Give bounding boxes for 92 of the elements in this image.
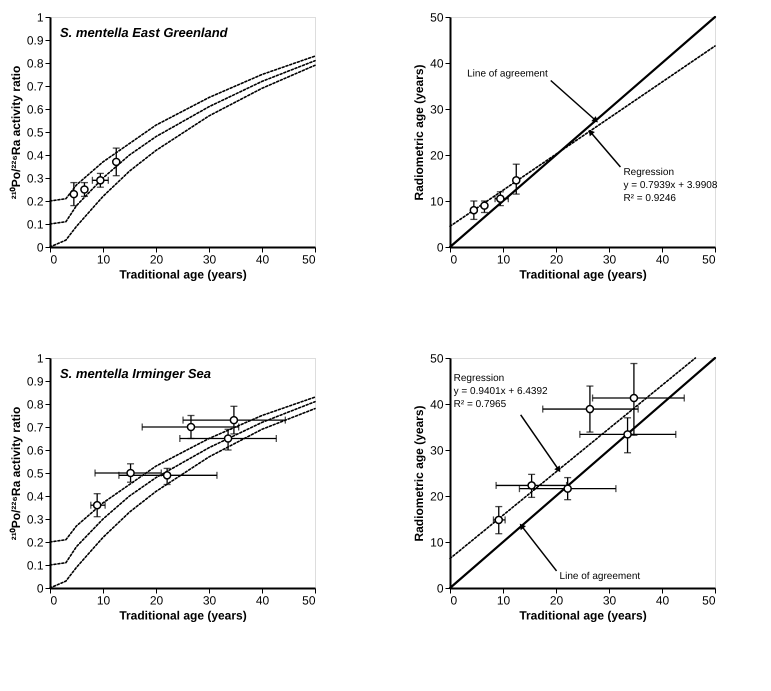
y-tick-label: 0.6 <box>26 102 44 116</box>
y-tick-label: 20 <box>430 148 444 162</box>
x-tick-label: 10 <box>496 594 510 608</box>
y-tick-label: 0.7 <box>26 420 44 434</box>
y-tick-label: 0.1 <box>26 218 44 232</box>
x-tick-label: 40 <box>256 252 270 266</box>
y-axis-title: ²¹⁰Po/²²⁶Ra activity ratio <box>8 66 23 200</box>
x-tick-label: 10 <box>96 594 110 608</box>
point <box>92 500 102 510</box>
x-tick-label: 20 <box>550 252 564 266</box>
y-tick-label: 0.9 <box>26 374 44 388</box>
y-tick-label: 0.6 <box>26 444 44 458</box>
y-tick-label: 0 <box>36 240 44 254</box>
point <box>630 394 638 402</box>
y-tick-label: 1 <box>36 10 44 24</box>
point <box>162 471 172 480</box>
x-tick-label: 30 <box>202 594 216 608</box>
point <box>496 194 505 203</box>
annotation: Regression y = 0.7939x + 3.9908 R² = 0.9246 <box>623 167 718 204</box>
x-axis-title: Traditional age (years) <box>519 608 647 622</box>
y-tick-label: 0 <box>436 582 444 596</box>
y-tick-label: 0.9 <box>26 34 44 48</box>
point <box>623 430 632 439</box>
y-tick-label: 30 <box>430 444 444 458</box>
y-tick-label: 0.1 <box>26 558 44 572</box>
y-tick-label: 50 <box>430 10 444 24</box>
point <box>470 206 478 214</box>
annotation: Line of agreement <box>467 68 548 80</box>
x-tick-label: 0 <box>450 252 458 266</box>
annotation: Regression y = 0.9401x + 6.4392 R² = 0.7965 <box>454 372 548 410</box>
point <box>224 434 232 443</box>
x-tick-label: 40 <box>656 594 670 608</box>
y-tick-label: 0.4 <box>26 490 44 504</box>
y-tick-label: 0.5 <box>26 466 44 480</box>
x-tick-label: 0 <box>50 252 58 266</box>
x-tick-label: 0 <box>50 594 58 608</box>
y-tick-label: 0.8 <box>26 398 44 412</box>
point <box>494 516 504 524</box>
x-tick-label: 20 <box>150 252 164 266</box>
point <box>586 404 594 414</box>
x-tick-label: 30 <box>602 252 616 266</box>
point <box>186 422 196 432</box>
y-tick-label: 0 <box>436 240 444 254</box>
y-tick-label: 0.7 <box>26 80 44 94</box>
y-tick-label: 30 <box>430 102 444 116</box>
x-tick-label: 10 <box>96 252 110 266</box>
x-tick-label: 40 <box>256 594 270 608</box>
point <box>480 201 489 210</box>
x-tick-label: 10 <box>496 252 510 266</box>
y-tick-label: 1 <box>36 352 44 366</box>
y-tick-label: 0.3 <box>26 512 44 526</box>
y-axis-title: Radiometric age (years) <box>412 405 426 542</box>
x-axis-title: Traditional age (years) <box>519 268 647 282</box>
y-tick-label: 0.3 <box>26 172 44 186</box>
x-tick-label: 20 <box>150 594 164 608</box>
point <box>126 468 135 478</box>
point <box>96 176 105 185</box>
point <box>80 185 89 194</box>
y-tick-label: 0.2 <box>26 536 44 550</box>
y-axis-title: ²¹⁰Po/²²⁶Ra activity ratio <box>8 406 23 540</box>
x-tick-label: 50 <box>302 252 316 266</box>
x-tick-label: 30 <box>202 252 216 266</box>
y-axis-title: Radiometric age (years) <box>412 64 426 201</box>
x-tick-label: 50 <box>702 252 716 266</box>
point <box>112 158 121 166</box>
point <box>527 481 536 490</box>
y-tick-label: 0.8 <box>26 56 44 70</box>
annotation: Line of agreement <box>560 570 640 582</box>
y-tick-label: 0.4 <box>26 148 44 162</box>
y-tick-label: 0 <box>36 582 44 596</box>
y-tick-label: 0.5 <box>26 126 44 140</box>
x-axis-title: Traditional age (years) <box>119 608 247 622</box>
y-tick-label: 40 <box>430 56 444 70</box>
point <box>512 176 521 185</box>
x-axis-title: Traditional age (years) <box>119 268 247 282</box>
x-tick-label: 40 <box>656 252 670 266</box>
x-tick-label: 50 <box>702 594 716 608</box>
text: S. mentella East Greenland <box>60 25 229 40</box>
y-tick-label: 10 <box>430 536 444 550</box>
x-tick-label: 50 <box>302 594 316 608</box>
y-tick-label: 20 <box>430 490 444 504</box>
text: S. mentella Irminger Sea <box>60 366 212 381</box>
y-tick-label: 10 <box>430 194 444 208</box>
point <box>563 484 572 493</box>
y-tick-label: 40 <box>430 398 444 412</box>
x-tick-label: 0 <box>450 594 458 608</box>
point <box>230 416 238 424</box>
point <box>70 190 78 198</box>
x-tick-label: 20 <box>550 594 564 608</box>
y-tick-label: 0.2 <box>26 194 44 208</box>
y-tick-label: 50 <box>430 352 444 366</box>
x-tick-label: 30 <box>602 594 616 608</box>
